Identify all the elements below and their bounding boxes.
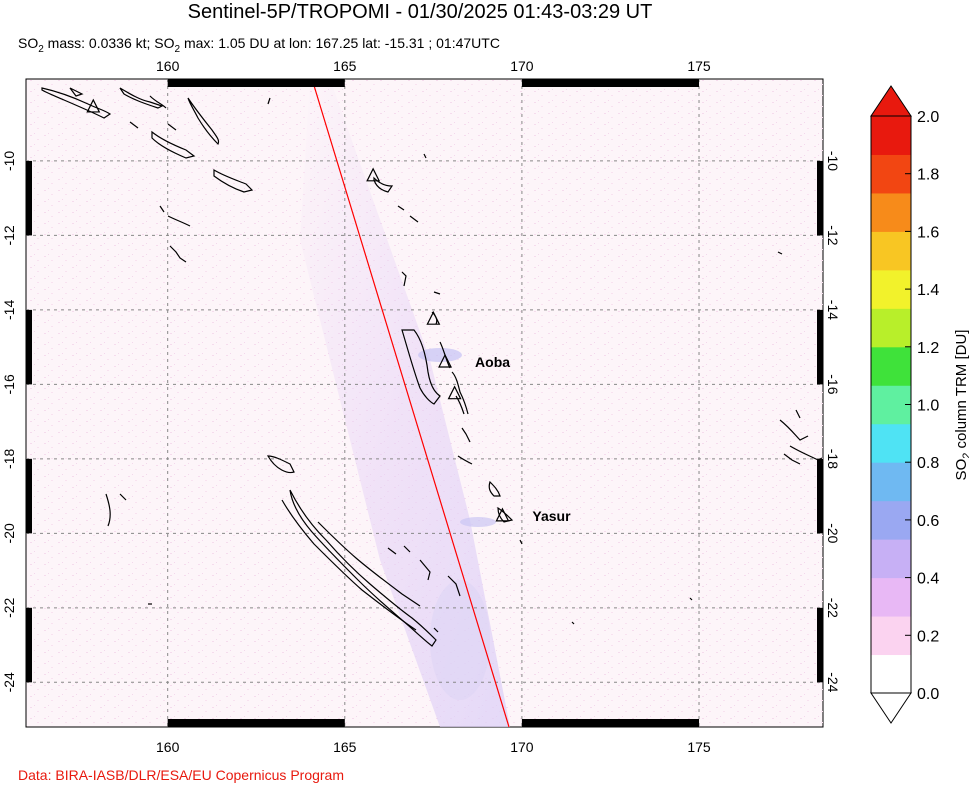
volcano-triangle-icon-aoba <box>438 353 453 368</box>
colorbar-tick-label-1.2: 1.2 <box>917 340 939 357</box>
lon-tick-top-175: 175 <box>687 58 711 74</box>
coastlines <box>41 87 823 647</box>
max-text: max: 1.05 DU at lon: 167.25 lat: -15.31 … <box>180 35 500 51</box>
lat-tick-left--14: -14 <box>1 300 17 320</box>
colorbar-overflow-arrow <box>870 85 912 117</box>
colorbar-underflow-arrow <box>870 692 912 724</box>
colorbar-segment <box>871 346 911 386</box>
lon-tick-top-170: 170 <box>510 58 534 74</box>
colorbar-segment <box>871 231 911 271</box>
colorbar-tick-label-0.8: 0.8 <box>917 455 939 472</box>
colorbar-label-sub: 2 <box>961 453 969 459</box>
mass-text: mass: 0.0336 kt; SO <box>43 35 175 51</box>
lat-tick-left--12: -12 <box>1 225 17 245</box>
colorbar-tick-label-1.8: 1.8 <box>917 167 939 184</box>
so2-label: SO <box>18 35 39 51</box>
right-scale-bar <box>817 309 823 385</box>
colorbar-tick-label-0.0: 0.0 <box>917 686 939 703</box>
so2-subscript: 2 <box>38 43 44 55</box>
colorbar-tick-label-2.0: 2.0 <box>917 109 939 126</box>
data-credit: Data: BIRA-IASB/DLR/ESA/EU Copernicus Pr… <box>18 767 345 783</box>
lat-tick-right--16: -16 <box>825 374 841 394</box>
lat-tick-right--18: -18 <box>825 449 841 469</box>
page-title: Sentinel-5P/TROPOMI - 01/30/2025 01:43-0… <box>187 1 653 23</box>
lon-tick-bottom-165: 165 <box>333 739 357 755</box>
volcano-triangle-icon <box>366 167 381 182</box>
lat-tick-right--12: -12 <box>825 225 841 245</box>
colorbar-segment <box>871 462 911 502</box>
lat-tick-right--14: -14 <box>825 300 841 320</box>
colorbar-segment <box>871 423 911 463</box>
colorbar-tick-label-0.6: 0.6 <box>917 513 939 530</box>
lon-tick-bottom-170: 170 <box>510 739 534 755</box>
lat-tick-right--10: -10 <box>825 151 841 171</box>
colorbar-segment <box>871 154 911 194</box>
colorbar-tick-label-1.6: 1.6 <box>917 224 939 241</box>
lat-tick-left--24: -24 <box>1 672 17 692</box>
top-scale-bar <box>521 79 700 87</box>
colorbar-segment <box>871 577 911 617</box>
colorbar-segment <box>871 539 911 579</box>
volcano-triangle-icon <box>447 385 462 400</box>
right-scale-bar <box>817 160 823 236</box>
colorbar-segment <box>871 308 911 348</box>
colorbar-tick-label-1.4: 1.4 <box>917 282 939 299</box>
lon-tick-top-165: 165 <box>333 58 357 74</box>
bottom-scale-bar <box>521 719 700 727</box>
map-subtitle: SO2 mass: 0.0336 kt; SO2 max: 1.05 DU at… <box>18 34 500 59</box>
right-scale-bar <box>817 607 823 683</box>
lat-tick-left--20: -20 <box>1 523 17 543</box>
lon-tick-bottom-175: 175 <box>687 739 711 755</box>
colorbar-segment <box>871 500 911 540</box>
colorbar-segment <box>871 269 911 309</box>
colorbar-body: 2.0 1.8 1.6 1.4 1.2 1.0 0.8 0.6 0.4 0.2 0.0 <box>870 85 939 724</box>
lat-tick-right--24: -24 <box>825 672 841 692</box>
left-scale-bar <box>26 458 32 534</box>
volcano-label-aoba: Aoba <box>475 354 510 370</box>
so2-swath-shading <box>300 79 510 727</box>
colorbar-tick-label-1.0: 1.0 <box>917 398 939 415</box>
colorbar-segment <box>871 116 911 155</box>
volcano-label-yasur: Yasur <box>532 508 571 524</box>
left-scale-bar <box>26 309 32 385</box>
colorbar-tick-label-0.4: 0.4 <box>917 571 939 588</box>
aoba-plume <box>418 348 462 362</box>
tick-bars <box>26 79 823 727</box>
volcano-triangle-icon <box>426 310 441 325</box>
colorbar-segment <box>871 385 911 425</box>
left-scale-bar <box>26 160 32 236</box>
lat-tick-left--16: -16 <box>1 374 17 394</box>
lat-tick-left--22: -22 <box>1 597 17 617</box>
lat-tick-right--22: -22 <box>825 598 841 618</box>
lat-tick-left--18: -18 <box>1 449 17 469</box>
volcano-triangle-icon <box>86 98 101 113</box>
colorbar-segment <box>871 654 911 694</box>
volcano-markers: Aoba Yasur <box>86 98 571 524</box>
orbit-edge-line <box>311 79 510 727</box>
colorbar-segment <box>871 192 911 232</box>
bottom-scale-bar <box>167 719 345 727</box>
so2-subscript-2: 2 <box>174 43 181 55</box>
colorbar-label-main: SO <box>953 459 969 481</box>
right-scale-bar <box>817 458 823 534</box>
colorbar-segment <box>871 616 911 656</box>
colorbar-label: SO2 column TRM [DU] <box>953 330 969 481</box>
lat-tick-right--20: -20 <box>825 523 841 543</box>
lon-tick-top-160: 160 <box>156 58 180 74</box>
lon-tick-bottom-160: 160 <box>156 739 180 755</box>
top-scale-bar <box>167 79 345 87</box>
yasur-plume <box>460 517 496 527</box>
southern-plume <box>430 580 490 700</box>
volcano-triangle-icon-yasur <box>495 507 510 522</box>
lat-tick-left--10: -10 <box>1 151 17 171</box>
colorbar-label-rest: column TRM [DU] <box>953 330 969 453</box>
colorbar-tick-label-0.2: 0.2 <box>917 628 939 645</box>
left-scale-bar <box>26 607 32 683</box>
tick-labels: 160 160 165 165 170 170 175 175 -10 -10 -12 -12 -14 -… <box>1 58 841 755</box>
